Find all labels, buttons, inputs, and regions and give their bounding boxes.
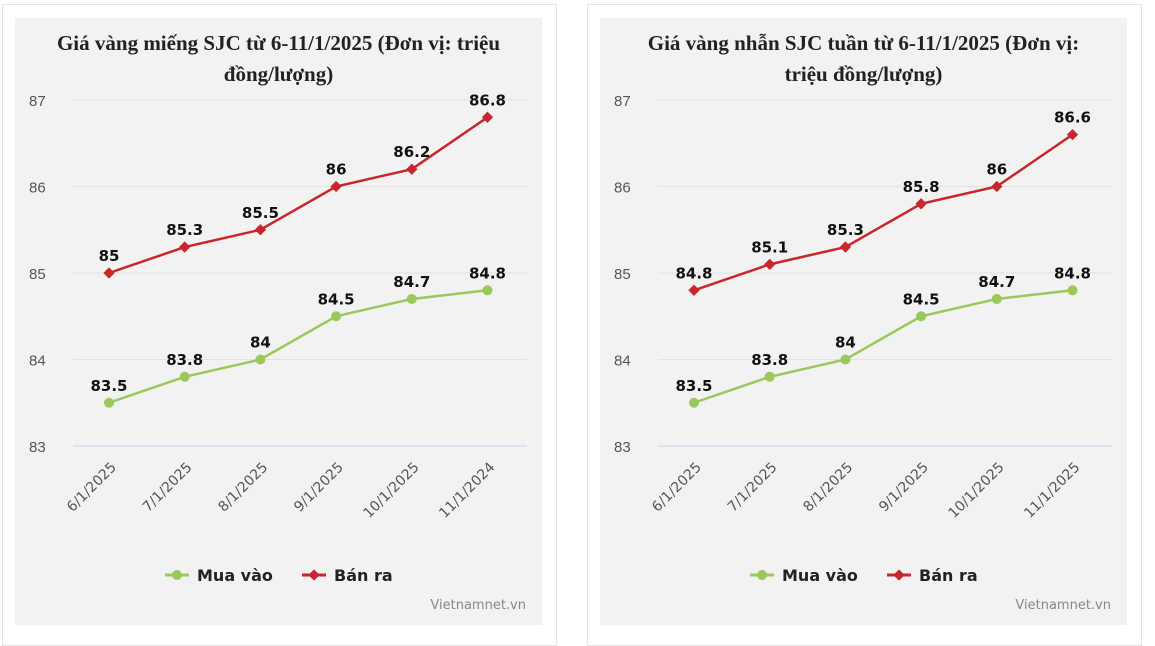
- data-label: 84.7: [978, 273, 1015, 291]
- legend-label: Bán ra: [334, 566, 393, 585]
- legend-label: Mua vào: [197, 566, 273, 585]
- data-point: [916, 311, 927, 322]
- data-label: 85.8: [903, 178, 940, 196]
- data-point: [406, 163, 418, 175]
- data-point: [1067, 285, 1078, 296]
- data-point: [1066, 128, 1079, 141]
- y-tick-label: 87: [29, 93, 46, 110]
- data-label: 83.5: [90, 377, 127, 395]
- data-point: [991, 180, 1003, 193]
- data-point: [839, 241, 852, 253]
- series-line: [693, 133, 1074, 292]
- data-label: 86.2: [393, 143, 430, 161]
- series-line: [108, 116, 489, 275]
- data-label: 84: [835, 334, 856, 352]
- x-tick-label: 9/1/2025: [876, 460, 932, 516]
- data-point: [255, 354, 266, 365]
- data-point: [406, 293, 417, 304]
- chart-title: Giá vàng nhẫn SJC tuần từ 6-11/1/2025 (Đ…: [647, 31, 1080, 86]
- y-tick-label: 85: [614, 266, 631, 283]
- watermark: Vietnamnet.vn: [430, 598, 526, 613]
- data-label: 85.3: [166, 221, 203, 239]
- chart-panel-nhan: Giá vàng nhẫn SJC tuần từ 6-11/1/2025 (Đ…: [600, 18, 1127, 625]
- x-tick-label: 9/1/2025: [291, 460, 347, 516]
- data-label: 83.8: [166, 351, 203, 369]
- data-point: [179, 241, 191, 253]
- data-label: 84: [250, 334, 271, 352]
- y-tick-label: 85: [29, 266, 46, 283]
- data-point: [103, 267, 115, 279]
- data-point: [915, 198, 927, 210]
- chart-title: Giá vàng miếng SJC từ 6-11/1/2025 (Đơn v…: [56, 31, 501, 86]
- y-tick-label: 83: [29, 439, 46, 456]
- y-tick-label: 84: [29, 353, 46, 370]
- data-point: [991, 293, 1002, 304]
- data-label: 85.1: [751, 238, 788, 256]
- chart-svg: 83 84 85 86 87 6/1/2025 7/1/2025 8/1/2025 9/1/20…: [614, 93, 1112, 585]
- data-label: 86: [326, 161, 347, 179]
- data-label: 84.8: [675, 264, 712, 282]
- data-point: [179, 371, 190, 382]
- data-label: 84.8: [1054, 264, 1091, 282]
- data-point: [840, 354, 851, 365]
- data-point: [331, 311, 342, 322]
- x-tick-label: 11/1/2025: [1021, 460, 1083, 522]
- legend-marker: [308, 569, 320, 581]
- x-tick-label: 10/1/2025: [361, 460, 423, 522]
- chart-svg: 83 84 85 86 87 6/1/2025 7/1/2025 8/1/2025 9/1/20…: [29, 91, 527, 585]
- data-label: 84.5: [903, 290, 940, 308]
- data-label: 86: [986, 161, 1007, 179]
- legend-marker: [757, 570, 767, 580]
- series-line: [693, 289, 1073, 404]
- y-tick-label: 84: [614, 353, 631, 370]
- x-tick-label: 6/1/2025: [64, 460, 120, 516]
- data-label: 86.8: [469, 91, 506, 109]
- y-tick-label: 87: [614, 93, 631, 110]
- data-point: [104, 397, 114, 408]
- x-tick-label: 11/1/2024: [436, 459, 498, 521]
- data-label: 84.8: [469, 264, 506, 282]
- data-label: 86.6: [1054, 109, 1091, 127]
- watermark: Vietnamnet.vn: [1015, 598, 1111, 613]
- data-label: 83.5: [675, 377, 712, 395]
- legend-marker: [893, 569, 905, 581]
- legend-label: Bán ra: [919, 566, 978, 585]
- data-label: 85.3: [827, 221, 864, 239]
- x-tick-label: 10/1/2025: [946, 460, 1008, 522]
- x-tick-label: 8/1/2025: [800, 460, 856, 516]
- y-tick-label: 83: [614, 439, 631, 456]
- x-tick-label: 7/1/2025: [725, 460, 781, 516]
- x-tick-label: 7/1/2025: [140, 460, 196, 516]
- data-label: 85.5: [242, 204, 279, 222]
- legend-label: Mua vào: [782, 566, 858, 585]
- data-point: [764, 258, 776, 271]
- data-point: [688, 284, 700, 296]
- x-tick-label: 8/1/2025: [215, 460, 271, 516]
- chart-panel-mieng: Giá vàng miếng SJC từ 6-11/1/2025 (Đơn v…: [15, 18, 542, 625]
- data-point: [482, 285, 493, 296]
- y-tick-label: 86: [29, 180, 46, 197]
- data-point: [764, 371, 775, 382]
- data-label: 83.8: [751, 351, 788, 369]
- x-tick-label: 6/1/2025: [649, 460, 705, 516]
- data-point: [689, 397, 699, 408]
- legend-marker: [172, 570, 182, 580]
- data-label: 84.7: [393, 273, 430, 291]
- series-line: [108, 289, 488, 404]
- data-point: [330, 180, 342, 193]
- data-label: 85: [99, 247, 120, 265]
- data-label: 84.5: [318, 290, 355, 308]
- data-point: [254, 224, 267, 236]
- y-tick-label: 86: [614, 180, 631, 197]
